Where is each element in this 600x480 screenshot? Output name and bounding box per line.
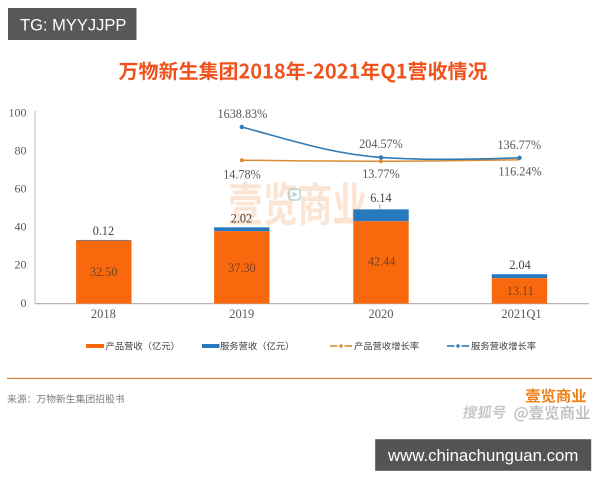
svg-text:14.78%: 14.78%: [223, 168, 261, 182]
svg-text:2.02: 2.02: [231, 212, 252, 226]
svg-text:2.04: 2.04: [509, 258, 530, 272]
svg-text:2018: 2018: [91, 307, 116, 321]
svg-text:116.24%: 116.24%: [498, 165, 541, 179]
svg-text:TG: MYYJJPP: TG: MYYJJPP: [20, 17, 126, 35]
svg-text:1638.83%: 1638.83%: [218, 107, 268, 121]
svg-text:2021Q1: 2021Q1: [501, 307, 541, 321]
svg-text:60: 60: [15, 182, 27, 196]
svg-text:136.77%: 136.77%: [497, 138, 541, 152]
svg-text:0: 0: [21, 296, 27, 310]
svg-text:2020: 2020: [369, 307, 394, 321]
svg-text:20: 20: [15, 258, 27, 272]
svg-text:6.14: 6.14: [370, 191, 391, 205]
svg-text:www.chinachunguan.com: www.chinachunguan.com: [387, 446, 578, 465]
svg-text:2019: 2019: [229, 307, 254, 321]
svg-text:40: 40: [15, 220, 27, 234]
svg-text:0.12: 0.12: [93, 224, 114, 238]
svg-text:204.57%: 204.57%: [359, 137, 403, 151]
svg-text:32.50: 32.50: [90, 265, 117, 279]
svg-text:13.77%: 13.77%: [362, 167, 400, 181]
svg-text:100: 100: [9, 105, 27, 119]
svg-text:80: 80: [15, 143, 27, 157]
svg-text:42.44: 42.44: [368, 254, 395, 268]
svg-text:37.30: 37.30: [228, 261, 255, 275]
svg-text:13.11: 13.11: [507, 284, 534, 298]
